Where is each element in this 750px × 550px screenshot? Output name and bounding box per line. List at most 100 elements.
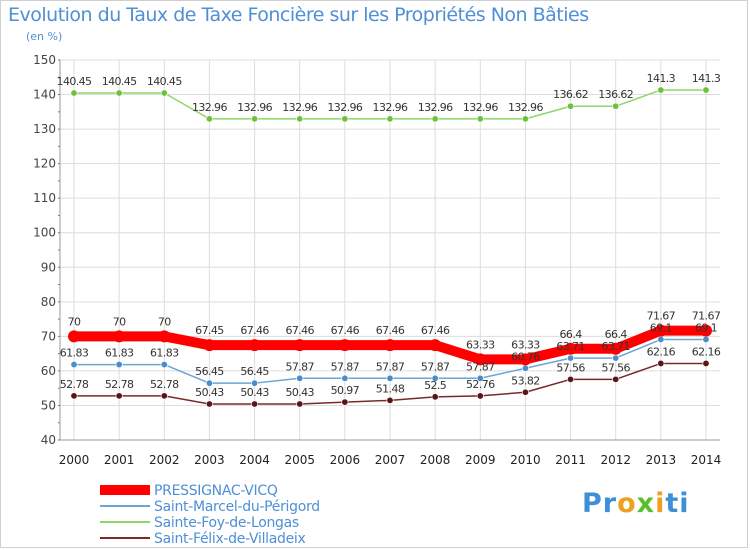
data-label: 53.82 bbox=[511, 374, 540, 387]
data-label: 132.96 bbox=[508, 101, 543, 114]
data-label: 57.56 bbox=[556, 361, 585, 374]
data-point bbox=[521, 388, 529, 396]
x-tick-label: 2013 bbox=[646, 453, 677, 467]
data-label: 50.43 bbox=[285, 386, 314, 399]
data-label: 71.67 bbox=[647, 310, 676, 323]
chart-title: Evolution du Taux de Taxe Foncière sur l… bbox=[8, 4, 589, 26]
data-label: 61.83 bbox=[60, 347, 89, 360]
data-point bbox=[609, 342, 622, 355]
legend-label: Saint-Marcel-du-Périgord bbox=[154, 499, 320, 515]
data-label: 136.62 bbox=[553, 88, 588, 101]
data-point bbox=[567, 102, 575, 110]
data-point bbox=[158, 330, 171, 343]
y-tick-label: 110 bbox=[33, 191, 56, 205]
data-point bbox=[70, 89, 78, 97]
data-point bbox=[431, 115, 439, 123]
data-point bbox=[386, 115, 394, 123]
data-label: 57.87 bbox=[285, 360, 314, 373]
data-label: 70 bbox=[113, 315, 126, 328]
data-label: 67.46 bbox=[331, 324, 360, 337]
data-label: 67.46 bbox=[240, 324, 269, 337]
data-point bbox=[702, 335, 710, 343]
data-point bbox=[612, 354, 620, 362]
data-label: 57.56 bbox=[601, 361, 630, 374]
data-label: 132.96 bbox=[463, 101, 498, 114]
data-label: 67.46 bbox=[421, 324, 450, 337]
data-point bbox=[702, 359, 710, 367]
data-point bbox=[296, 400, 304, 408]
x-tick-label: 2006 bbox=[330, 453, 361, 467]
data-label: 61.83 bbox=[105, 347, 134, 360]
data-label: 63.71 bbox=[601, 340, 630, 353]
data-label: 132.96 bbox=[282, 101, 317, 114]
data-label: 52.78 bbox=[150, 378, 179, 391]
data-label: 141.3 bbox=[647, 72, 676, 85]
data-point bbox=[341, 374, 349, 382]
data-label: 69.1 bbox=[695, 321, 717, 334]
data-point bbox=[160, 392, 168, 400]
data-label: 52.76 bbox=[466, 378, 495, 391]
data-label: 67.46 bbox=[285, 324, 314, 337]
data-point bbox=[70, 392, 78, 400]
data-point bbox=[113, 330, 126, 343]
data-point bbox=[702, 86, 710, 94]
data-label: 56.45 bbox=[240, 365, 269, 378]
data-point bbox=[431, 374, 439, 382]
y-tick-label: 70 bbox=[41, 329, 56, 343]
data-point bbox=[203, 339, 216, 352]
data-point bbox=[476, 115, 484, 123]
data-point bbox=[160, 361, 168, 369]
x-tick-label: 2012 bbox=[600, 453, 631, 467]
data-point bbox=[115, 89, 123, 97]
x-tick-label: 2010 bbox=[510, 453, 541, 467]
data-label: 132.96 bbox=[327, 101, 362, 114]
data-point bbox=[519, 353, 532, 366]
data-point bbox=[476, 392, 484, 400]
data-point bbox=[567, 375, 575, 383]
data-point bbox=[521, 115, 529, 123]
y-tick-label: 120 bbox=[33, 157, 56, 171]
data-point bbox=[115, 361, 123, 369]
data-label: 70 bbox=[68, 315, 81, 328]
data-point bbox=[700, 324, 712, 337]
data-point bbox=[296, 374, 304, 382]
data-point bbox=[205, 379, 213, 387]
data-point bbox=[251, 400, 259, 408]
data-point bbox=[251, 379, 259, 387]
data-label: 56.45 bbox=[195, 365, 224, 378]
x-tick-label: 2001 bbox=[104, 453, 135, 467]
data-point bbox=[293, 339, 306, 352]
data-point bbox=[657, 86, 665, 94]
data-label: 57.87 bbox=[421, 360, 450, 373]
y-tick-label: 100 bbox=[33, 226, 56, 240]
proxiti-logo: Proxiti bbox=[582, 488, 690, 519]
data-point bbox=[476, 374, 484, 382]
data-point bbox=[521, 364, 529, 372]
data-label: 132.96 bbox=[373, 101, 408, 114]
y-tick-label: 40 bbox=[41, 433, 56, 447]
y-tick-label: 150 bbox=[33, 53, 56, 67]
x-tick-label: 2009 bbox=[465, 453, 496, 467]
y-tick-label: 130 bbox=[33, 122, 56, 136]
data-label: 52.78 bbox=[105, 378, 134, 391]
logo-part: i bbox=[655, 488, 666, 519]
data-point bbox=[296, 115, 304, 123]
data-label: 132.96 bbox=[192, 101, 227, 114]
data-point bbox=[386, 396, 394, 404]
data-label: 70 bbox=[158, 315, 171, 328]
data-label: 67.45 bbox=[195, 324, 224, 337]
data-label: 50.43 bbox=[240, 386, 269, 399]
data-point bbox=[474, 353, 487, 366]
data-label: 63.33 bbox=[511, 338, 540, 351]
data-label: 62.16 bbox=[692, 345, 721, 358]
data-point bbox=[70, 361, 78, 369]
data-label: 141.3 bbox=[692, 72, 721, 85]
data-label: 140.45 bbox=[102, 75, 137, 88]
legend-label: Sainte-Foy-de-Longas bbox=[154, 515, 299, 531]
data-point bbox=[429, 339, 442, 352]
data-label: 60.76 bbox=[511, 350, 540, 363]
data-label: 57.87 bbox=[376, 360, 405, 373]
x-tick-label: 2000 bbox=[59, 453, 90, 467]
